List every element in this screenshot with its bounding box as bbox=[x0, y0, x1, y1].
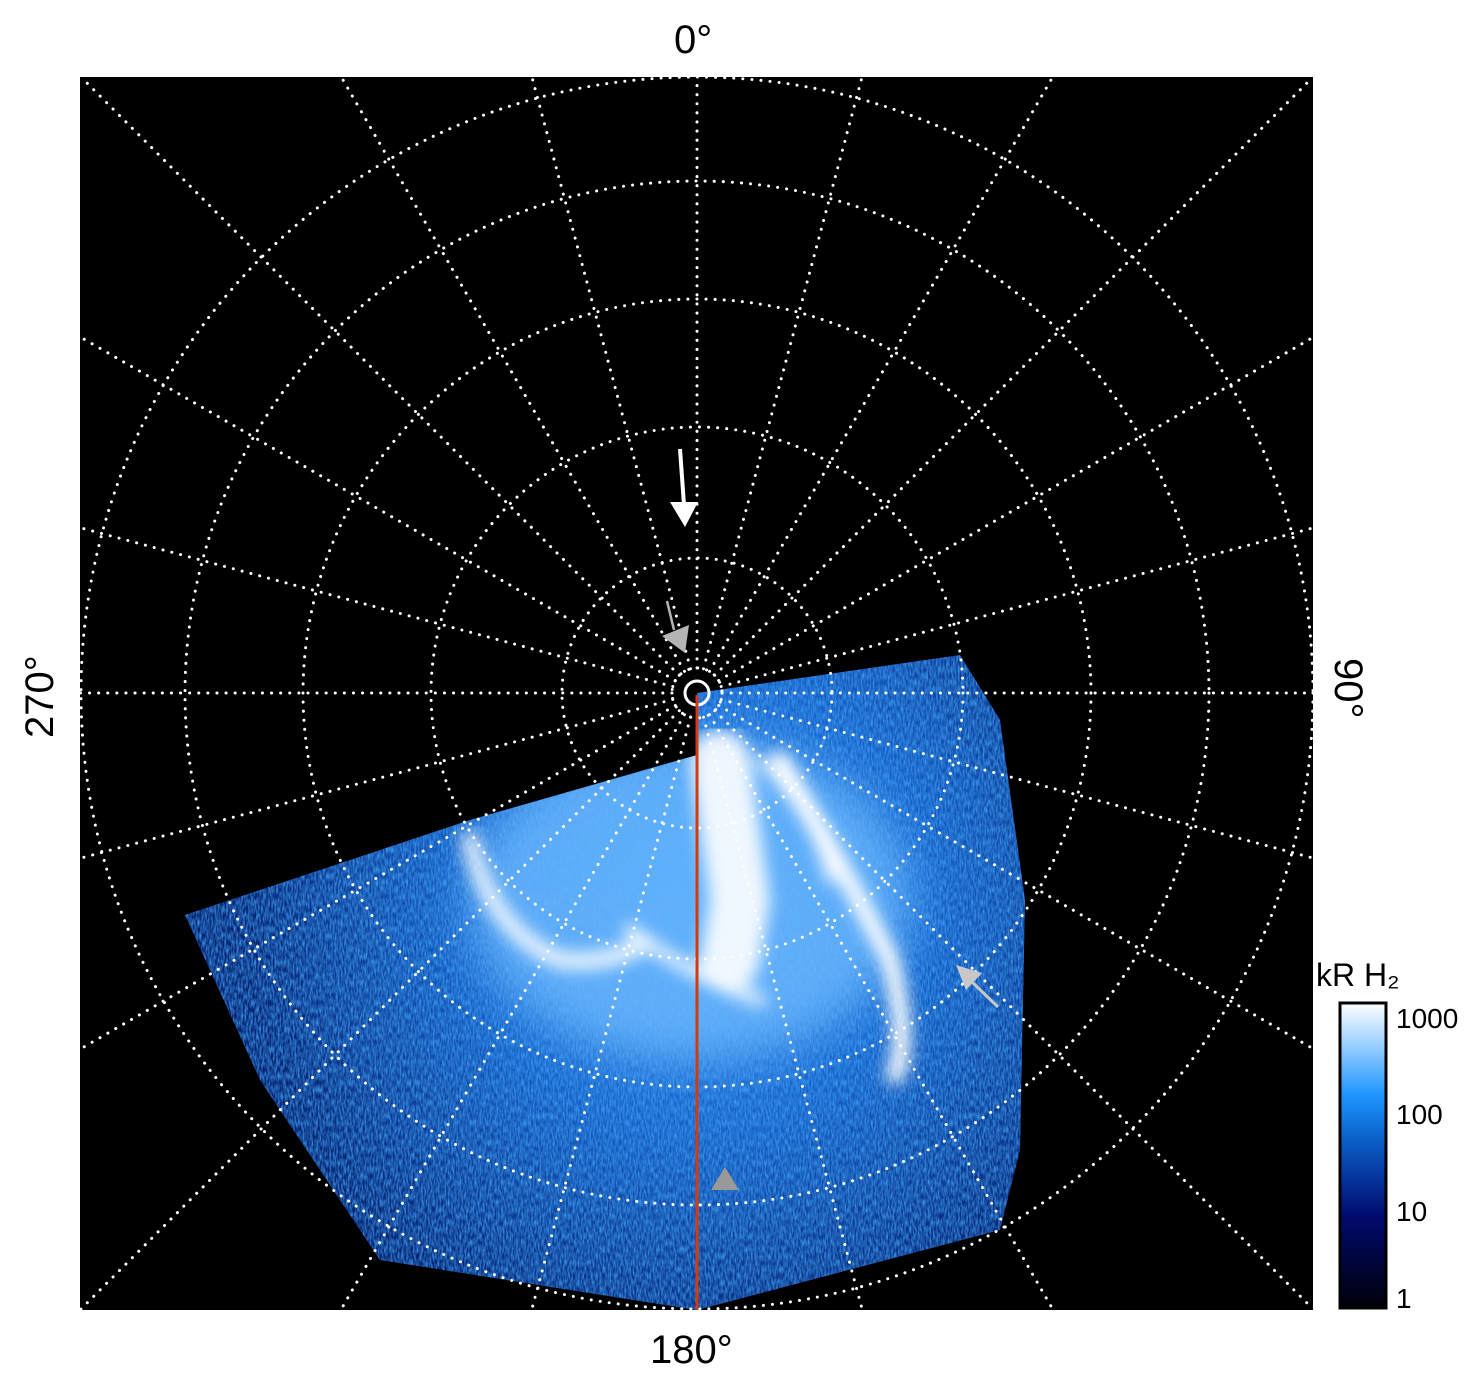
label-90-deg: 90° bbox=[1326, 658, 1370, 719]
gray-arrow-icon bbox=[662, 600, 689, 653]
longitude-line bbox=[339, 713, 686, 1310]
longitude-line bbox=[339, 77, 686, 673]
colorbar-tick: 100 bbox=[1396, 1099, 1443, 1130]
longitude-line bbox=[80, 704, 677, 1051]
longitude-line bbox=[80, 335, 677, 682]
longitude-line bbox=[701, 77, 864, 671]
white-arrow-icon bbox=[670, 448, 698, 527]
label-270-deg: 270° bbox=[18, 655, 62, 738]
gray-triangle-marker-icon bbox=[711, 1167, 739, 1190]
latitude-circle bbox=[183, 179, 1211, 1207]
colorbar bbox=[1338, 1001, 1388, 1310]
label-180-deg: 180° bbox=[650, 1328, 733, 1372]
longitude-line bbox=[708, 77, 1055, 673]
colorbar-tick: 10 bbox=[1396, 1196, 1428, 1227]
longitude-line bbox=[719, 697, 1313, 860]
longitude-line bbox=[717, 335, 1313, 682]
longitude-line bbox=[717, 704, 1313, 1051]
colorbar-tick: 1000 bbox=[1396, 1003, 1459, 1034]
label-0-deg: 0° bbox=[674, 18, 713, 62]
gray-arrow-icon bbox=[956, 965, 1000, 1009]
longitude-line bbox=[530, 77, 693, 671]
colorbar-title: kR H₂ bbox=[1316, 957, 1400, 993]
longitude-line bbox=[708, 713, 1055, 1310]
colorbar-tick: 1 bbox=[1396, 1283, 1412, 1314]
longitude-line bbox=[719, 526, 1313, 689]
